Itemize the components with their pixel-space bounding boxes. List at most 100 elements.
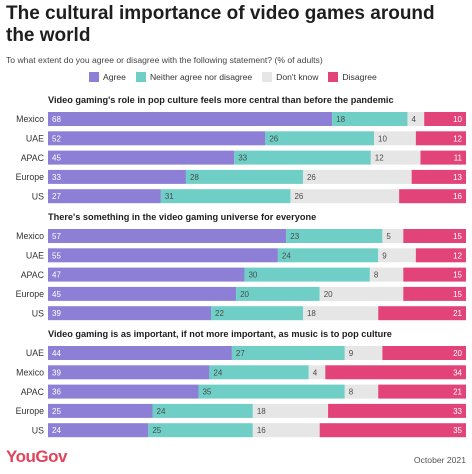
data-label: 25 bbox=[52, 407, 61, 416]
bar-segment-agree bbox=[48, 346, 232, 360]
bar-segment-neither-agree-nor-disagree bbox=[234, 150, 371, 165]
bar-segment-don-t-know bbox=[344, 346, 383, 360]
bar-segment-disagree bbox=[382, 346, 466, 360]
data-label: 12 bbox=[453, 251, 462, 260]
bar-segment-don-t-know bbox=[374, 131, 416, 146]
legend-swatch bbox=[328, 72, 339, 82]
data-label: 9 bbox=[382, 251, 387, 260]
data-label: 39 bbox=[52, 309, 61, 318]
bar-segment-disagree bbox=[403, 267, 466, 282]
data-label: 36 bbox=[52, 388, 61, 397]
data-label: 16 bbox=[453, 192, 462, 201]
bar-segment-don-t-know bbox=[378, 248, 416, 263]
bar-segment-neither-agree-nor-disagree bbox=[198, 384, 345, 399]
legend-swatch bbox=[135, 72, 146, 82]
data-label: 20 bbox=[453, 349, 462, 358]
bar-segment-don-t-know bbox=[319, 286, 404, 301]
data-label: 18 bbox=[257, 407, 266, 416]
data-label: 24 bbox=[213, 368, 222, 377]
data-label: 8 bbox=[349, 388, 354, 397]
bar-segment-disagree bbox=[325, 365, 466, 380]
bar-segment-disagree bbox=[411, 169, 466, 184]
bar-segment-disagree bbox=[415, 248, 466, 263]
legend-label: Disagree bbox=[342, 72, 377, 82]
bar-segment-disagree bbox=[378, 384, 466, 399]
data-label: 12 bbox=[375, 154, 384, 163]
data-label: 15 bbox=[453, 290, 462, 299]
bar-segment-don-t-know bbox=[344, 384, 379, 399]
row-label: Europe bbox=[16, 172, 44, 182]
data-label: 15 bbox=[453, 232, 462, 241]
data-label: 57 bbox=[52, 232, 61, 241]
row-label: APAC bbox=[21, 270, 45, 280]
bar-segment-disagree bbox=[319, 423, 466, 438]
bar-segment-disagree bbox=[403, 286, 466, 301]
bar-segment-don-t-know bbox=[370, 150, 421, 165]
bar-segment-agree bbox=[48, 306, 212, 321]
legend: Agree Neither agree nor disagree Don't kno… bbox=[89, 72, 377, 82]
bar-segment-neither-agree-nor-disagree bbox=[236, 286, 320, 301]
data-label: 12 bbox=[453, 134, 462, 143]
data-label: 8 bbox=[374, 271, 379, 280]
data-label: 33 bbox=[453, 407, 462, 416]
bar-segment-neither-agree-nor-disagree bbox=[265, 131, 375, 146]
data-label: 24 bbox=[52, 426, 61, 435]
bar-segment-disagree bbox=[415, 131, 466, 146]
bar-segment-agree bbox=[48, 189, 161, 204]
bar-segment-agree bbox=[48, 403, 153, 418]
bar-segment-agree bbox=[48, 248, 278, 263]
data-label: 31 bbox=[165, 192, 174, 201]
bar-segment-agree bbox=[48, 229, 287, 243]
data-label: 25 bbox=[152, 426, 161, 435]
bar-segment-neither-agree-nor-disagree bbox=[332, 112, 408, 126]
bar-segment-disagree bbox=[399, 189, 466, 204]
data-label: 34 bbox=[453, 368, 462, 377]
row-label: US bbox=[32, 191, 44, 201]
bar-segment-agree bbox=[48, 150, 235, 165]
legend-swatch bbox=[262, 72, 273, 82]
legend-label: Agree bbox=[103, 72, 126, 82]
row-label: US bbox=[32, 425, 44, 435]
data-label: 21 bbox=[453, 388, 462, 397]
row-label: Mexico bbox=[16, 231, 44, 241]
bar-segment-don-t-know bbox=[382, 229, 404, 243]
bar-segment-agree bbox=[48, 286, 237, 301]
data-label: 13 bbox=[453, 173, 462, 182]
data-label: 10 bbox=[378, 134, 387, 143]
bar-segment-neither-agree-nor-disagree bbox=[277, 248, 379, 263]
data-label: 27 bbox=[236, 349, 245, 358]
bar-segment-neither-agree-nor-disagree bbox=[209, 365, 309, 380]
data-label: 10 bbox=[453, 115, 462, 124]
bar-segment-neither-agree-nor-disagree bbox=[152, 403, 253, 418]
data-label: 26 bbox=[307, 173, 316, 182]
legend-label: Don't know bbox=[276, 72, 319, 82]
bar-segment-disagree bbox=[378, 306, 466, 321]
row-label: UAE bbox=[26, 134, 44, 144]
bar-segment-neither-agree-nor-disagree bbox=[286, 229, 383, 243]
legend-item-disagree: Disagree bbox=[328, 72, 377, 82]
bar-segment-agree bbox=[48, 384, 199, 399]
bar-segment-neither-agree-nor-disagree bbox=[211, 306, 303, 321]
bar-segment-agree bbox=[48, 112, 333, 126]
data-label: 26 bbox=[269, 134, 278, 143]
bar-segment-agree bbox=[48, 365, 210, 380]
data-label: 52 bbox=[52, 134, 61, 143]
row-label: APAC bbox=[21, 153, 45, 163]
data-label: 26 bbox=[294, 192, 303, 201]
data-label: 28 bbox=[190, 173, 199, 182]
yougov-logo: YouGov bbox=[6, 447, 67, 466]
row-label: Europe bbox=[16, 289, 44, 299]
publication-date: October 2021 bbox=[413, 455, 466, 465]
bar-segment-don-t-know bbox=[252, 423, 320, 438]
bar-segment-don-t-know bbox=[407, 112, 425, 126]
bar-segment-agree bbox=[48, 131, 266, 146]
bar-segment-agree bbox=[48, 267, 245, 282]
bar-segment-don-t-know bbox=[308, 365, 326, 380]
data-label: 45 bbox=[52, 290, 61, 299]
row-label: APAC bbox=[21, 387, 45, 397]
bar-segment-don-t-know bbox=[252, 403, 329, 418]
data-label: 44 bbox=[52, 349, 61, 358]
legend-item-don-t-know: Don't know bbox=[262, 72, 318, 82]
bar-segment-neither-agree-nor-disagree bbox=[160, 189, 291, 204]
bar-segment-neither-agree-nor-disagree bbox=[148, 423, 253, 438]
